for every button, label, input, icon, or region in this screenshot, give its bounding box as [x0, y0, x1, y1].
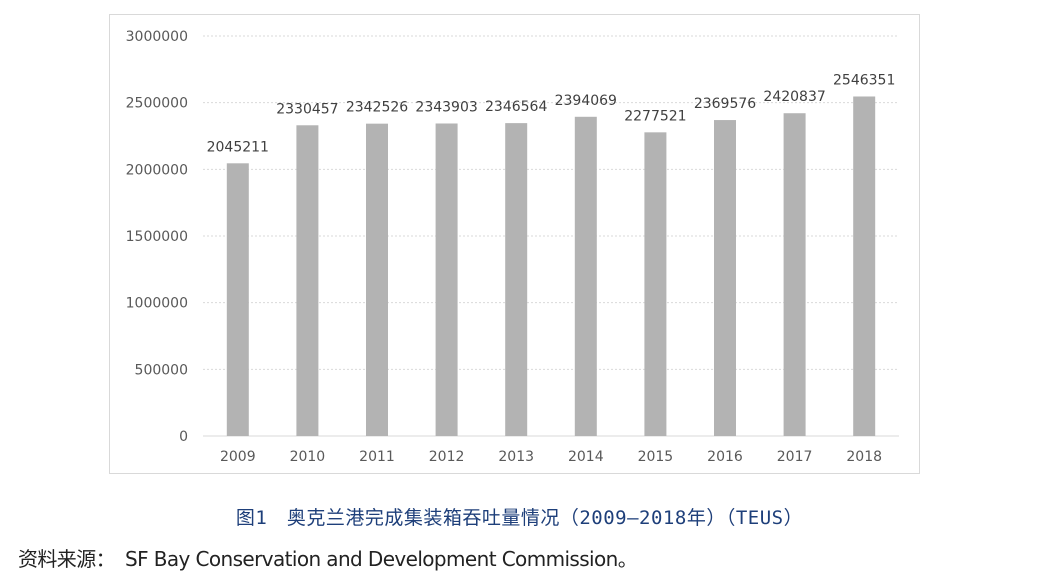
x-tick-label-2015: 2015 [638, 449, 674, 465]
source-label: 资料来源： [18, 547, 116, 571]
data-label-2012: 2343903 [415, 99, 477, 115]
source-note: 资料来源： SF Bay Conservation and Development… [18, 543, 638, 572]
y-tick-label-0: 0 [179, 429, 188, 445]
data-label-2011: 2342526 [346, 100, 408, 116]
figure-caption: 图1 奥克兰港完成集装箱吞吐量情况（2009—2018年）（TEUS） [235, 507, 804, 529]
x-tick-label-2014: 2014 [568, 449, 604, 465]
bar-2017 [783, 113, 806, 436]
bar-2012 [435, 123, 458, 436]
x-tick-label-2016: 2016 [707, 449, 743, 465]
bar-chart: 0 500000 1000000 1500000 2000000 2500000 30000… [126, 29, 899, 465]
data-label-2009: 2045211 [207, 139, 269, 155]
x-tick-label-2011: 2011 [359, 449, 395, 465]
data-label-2014: 2394069 [555, 93, 617, 109]
bar-2016 [714, 120, 736, 437]
y-tick-label-500000: 500000 [135, 362, 188, 378]
x-tick-label-2017: 2017 [777, 449, 813, 465]
data-label-2010: 2330457 [276, 101, 338, 117]
data-label-2017: 2420837 [763, 89, 825, 105]
x-tick-label-2010: 2010 [290, 449, 326, 465]
y-tick-label-1000000: 1000000 [126, 296, 188, 312]
y-tick-label-3000000: 3000000 [126, 29, 188, 45]
bar-2015 [644, 132, 667, 436]
data-label-2018: 2546351 [833, 72, 895, 88]
data-label-2015: 2277521 [624, 108, 686, 124]
y-tick-label-2500000: 2500000 [126, 96, 188, 112]
bar-2013 [505, 123, 528, 436]
x-tick-label-2018: 2018 [846, 449, 882, 465]
data-label-2016: 2369576 [694, 96, 756, 112]
x-tick-label-2012: 2012 [429, 449, 465, 465]
x-tick-label-2009: 2009 [220, 449, 256, 465]
bar-2011 [366, 123, 388, 436]
bar-2010 [296, 125, 319, 436]
x-tick-label-2013: 2013 [498, 449, 534, 465]
y-tick-label-1500000: 1500000 [126, 229, 188, 245]
chart-frame: 0 500000 1000000 1500000 2000000 2500000 30000… [109, 14, 920, 474]
y-tick-label-2000000: 2000000 [126, 162, 188, 178]
bar-2018 [853, 96, 876, 436]
bar-2009 [226, 163, 249, 436]
data-label-2013: 2346564 [485, 99, 547, 115]
bar-2014 [574, 116, 597, 436]
source-text: SF Bay Conservation and Development Comm… [125, 547, 638, 571]
